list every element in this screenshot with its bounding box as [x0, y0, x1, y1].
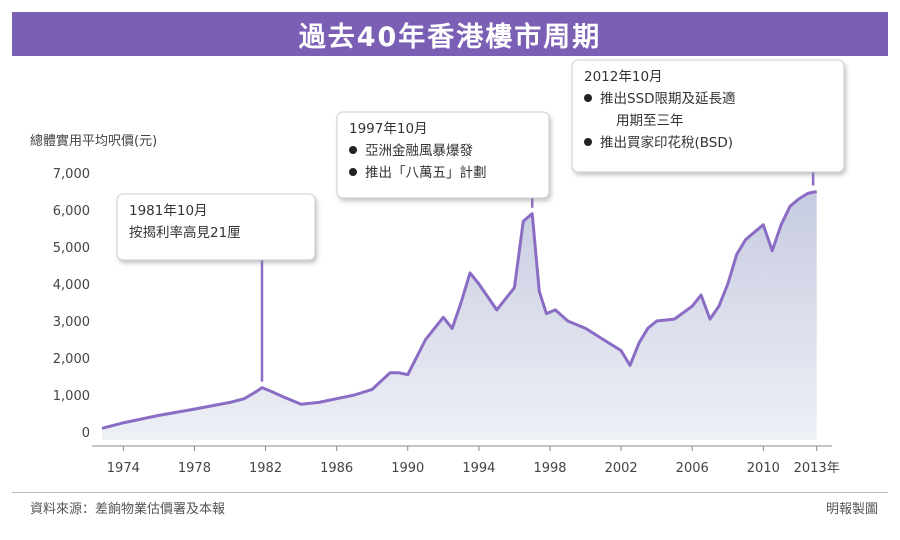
series-line: [101, 190, 818, 430]
x-tick-label: 2002: [605, 461, 638, 476]
footer-divider: [12, 492, 888, 493]
bullet-icon: [349, 168, 357, 176]
y-tick-label: 1,000: [53, 389, 90, 404]
annotation-text: 亞洲金融風暴爆發: [365, 143, 473, 159]
annotation-text: 按揭利率高見21厘: [129, 224, 241, 241]
y-tick-label: 0: [82, 426, 90, 441]
annotation-text: 推出買家印花稅(BSD): [600, 134, 733, 151]
annotation-text: 用期至三年: [616, 113, 684, 129]
line-layer: [101, 190, 818, 430]
axis-layer: 1974 1978 1982 1986 1990 1994 1998 2002 2006 2010…: [53, 167, 840, 476]
x-tick-label: 2013年: [794, 461, 840, 476]
annotation-text: 1997年10月: [349, 121, 428, 137]
annotation-text: 推出「八萬五」計劃: [365, 165, 487, 181]
annotation-box: [336, 111, 550, 199]
x-tick-label: 1978: [178, 461, 211, 476]
bullet-icon: [584, 94, 592, 102]
x-tick-label: 2010: [747, 461, 780, 476]
area-layer: [102, 191, 817, 440]
bullet-icon: [584, 138, 592, 146]
y-tick-label: 6,000: [53, 204, 90, 219]
annotation-text: 推出SSD限期及延長適: [600, 90, 736, 107]
y-tick-label: 4,000: [53, 278, 90, 293]
x-tick-label: 1994: [462, 461, 495, 476]
annotation-text: 2012年10月: [584, 69, 663, 85]
y-axis-label: 總體實用平均呎價(元): [30, 133, 157, 149]
annotation-layer: 1981年10月按揭利率高見21厘1997年10月亞洲金融風暴爆發推出「八萬五」…: [116, 59, 845, 382]
annotation-box: [116, 193, 316, 261]
chart-title: 過去40年香港樓市周期: [298, 21, 602, 53]
source-note: 資料來源：差餉物業估價署及本報: [30, 502, 226, 517]
area-fill: [102, 191, 817, 440]
x-tick-label: 2006: [676, 461, 709, 476]
x-tick-label: 1982: [249, 461, 282, 476]
annotation-text: 1981年10月: [129, 203, 208, 219]
x-tick-label: 1986: [320, 461, 353, 476]
y-tick-label: 7,000: [53, 167, 90, 182]
y-tick-label: 3,000: [53, 315, 90, 330]
x-tick-label: 1974: [107, 461, 140, 476]
y-tick-label: 5,000: [53, 241, 90, 256]
y-tick-label: 2,000: [53, 352, 90, 367]
bullet-icon: [349, 146, 357, 154]
annotation-box: [571, 59, 845, 173]
credit-note: 明報製圖: [825, 502, 878, 517]
x-tick-label: 1990: [391, 461, 424, 476]
title-bar: 過去40年香港樓市周期: [12, 12, 888, 56]
x-tick-label: 1998: [533, 461, 566, 476]
